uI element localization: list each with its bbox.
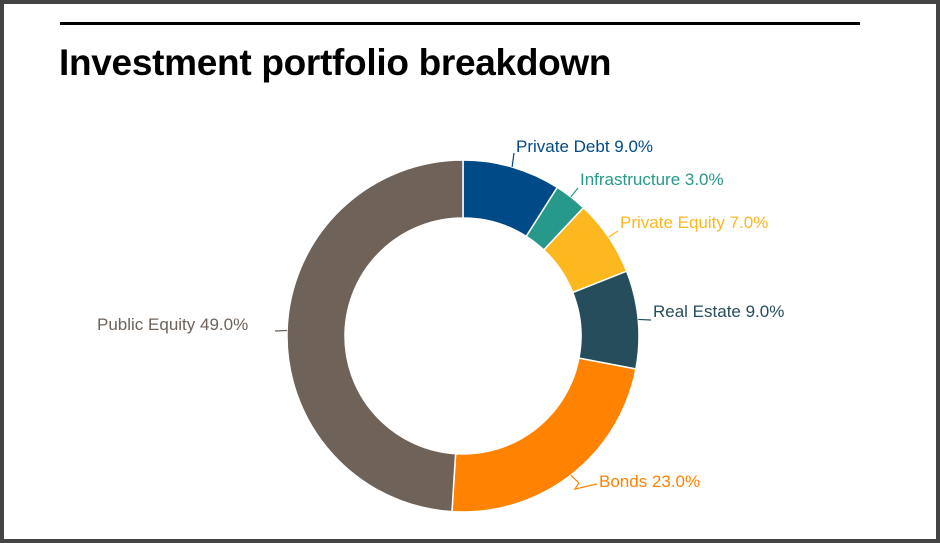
data-label: Infrastructure 3.0%: [580, 170, 724, 189]
data-label: Public Equity 49.0%: [97, 315, 249, 334]
data-label: Private Equity 7.0%: [620, 213, 769, 232]
slice-public-equity: [286, 159, 464, 513]
chart-frame: [4, 4, 936, 539]
title-rule: [60, 22, 860, 25]
leader-line: [638, 318, 652, 321]
leader-line: [570, 187, 579, 198]
data-label: Bonds 23.0%: [599, 472, 701, 491]
slice-bonds: [451, 357, 637, 513]
leader-line: [570, 474, 598, 490]
leader-line: [608, 230, 619, 238]
data-label: Private Debt 9.0%: [516, 137, 654, 156]
data-label: Real Estate 9.0%: [653, 302, 785, 321]
leader-line: [511, 152, 515, 168]
chart-title: Investment portfolio breakdown: [59, 42, 612, 83]
leader-line: [274, 329, 288, 332]
